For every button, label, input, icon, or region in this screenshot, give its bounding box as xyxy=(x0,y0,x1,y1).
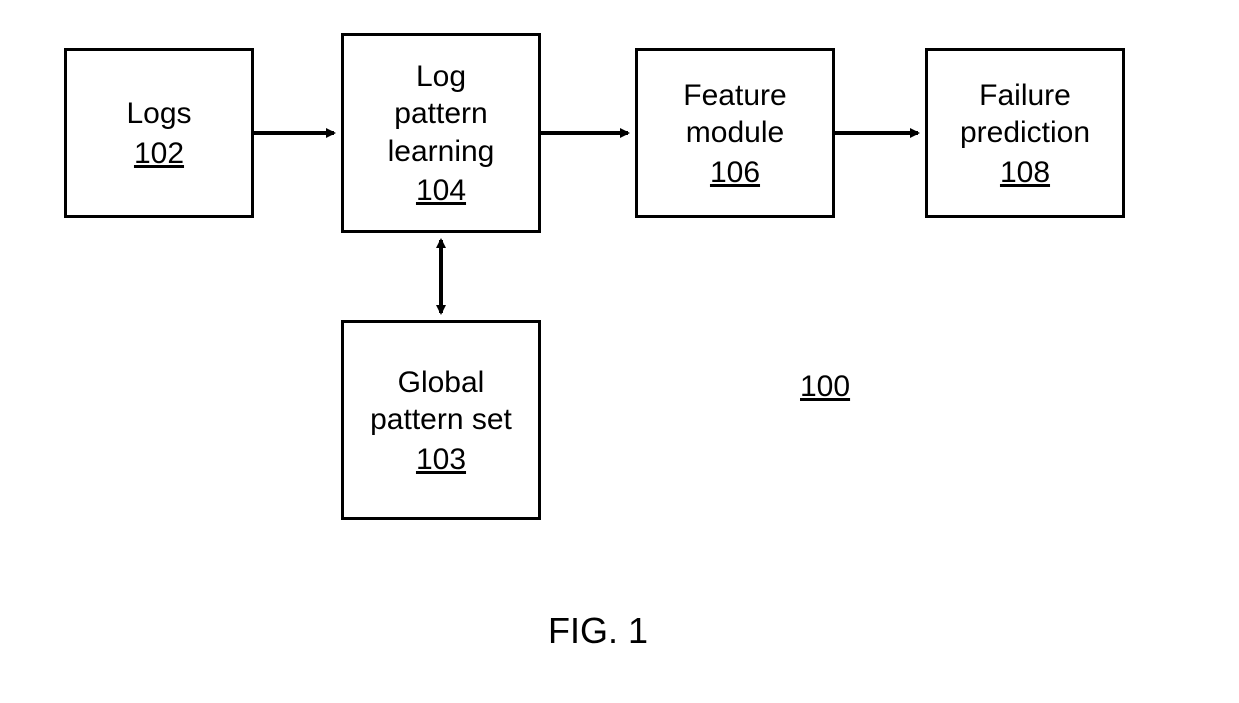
node-failure-prediction-ref: 108 xyxy=(1000,156,1050,190)
figure-label: FIG. 1 xyxy=(548,610,648,652)
node-global-pattern-set-ref: 103 xyxy=(416,443,466,477)
figure-reference-number: 100 xyxy=(800,370,850,404)
node-global-pattern-set: Global pattern set 103 xyxy=(341,320,541,520)
node-logs-ref: 102 xyxy=(134,137,184,171)
node-failure-prediction-label: Failure prediction xyxy=(960,77,1090,152)
node-logs-label: Logs xyxy=(126,95,191,133)
node-global-pattern-set-label: Global pattern set xyxy=(370,364,512,439)
node-log-pattern-learning: Log pattern learning 104 xyxy=(341,33,541,233)
node-feature-module: Feature module 106 xyxy=(635,48,835,218)
node-failure-prediction: Failure prediction 108 xyxy=(925,48,1125,218)
node-log-pattern-learning-label: Log pattern learning xyxy=(388,58,495,171)
node-feature-module-label: Feature module xyxy=(683,77,786,152)
node-logs: Logs 102 xyxy=(64,48,254,218)
flowchart-diagram: Logs 102 Log pattern learning 104 Featur… xyxy=(0,0,1239,703)
node-log-pattern-learning-ref: 104 xyxy=(416,174,466,208)
node-feature-module-ref: 106 xyxy=(710,156,760,190)
